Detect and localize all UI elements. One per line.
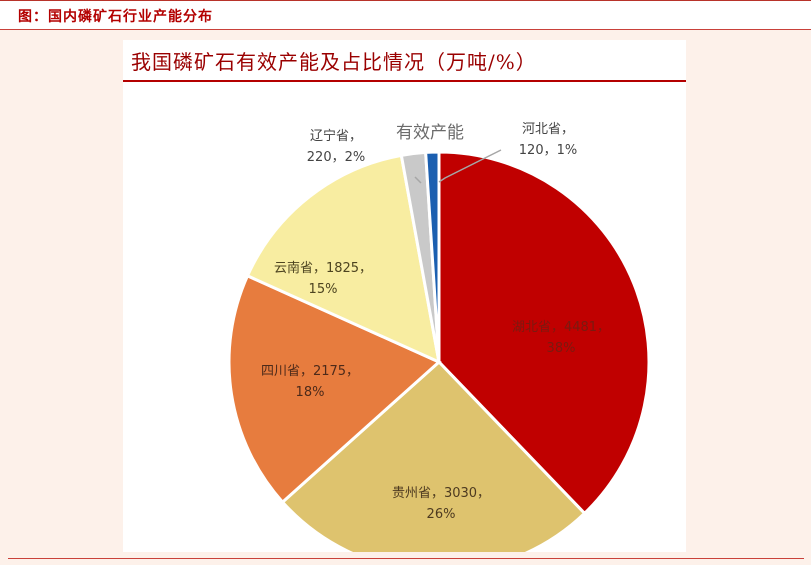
leader-line-liaoning — [414, 176, 422, 184]
data-label-guizhou-line1: 贵州省，3030， — [392, 486, 490, 501]
chart-title: 我国磷矿石有效产能及占比情况（万吨/%） — [131, 50, 537, 74]
figure-header: 图：国内磷矿石行业产能分布 — [0, 0, 811, 30]
data-label-hebei-line1: 河北省， — [522, 122, 574, 137]
pie-chart: 湖北省，4481， 38% 贵州省，3030， 26% 四川省，2175， 18% 云南省，… — [227, 122, 651, 552]
leader-line-hebei — [438, 149, 502, 183]
data-label-sichuan-line2: 18% — [296, 385, 325, 400]
data-label-guizhou-line2: 26% — [427, 507, 456, 522]
title-rule — [123, 80, 686, 82]
data-label-hubei-line1: 湖北省，4481， — [512, 320, 610, 335]
data-label-liaoning-line1: 辽宁省， — [310, 128, 362, 144]
pie-slice-hebei — [424, 150, 441, 363]
data-label-hubei-line2: 38% — [547, 341, 576, 356]
figure-caption: 图：国内磷矿石行业产能分布 — [18, 9, 213, 25]
pie-slice-hubei — [437, 150, 651, 516]
pie-slice-yunnan — [245, 153, 441, 365]
data-label-yunnan-line2: 15% — [309, 282, 338, 297]
chart-panel: 我国磷矿石有效产能及占比情况（万吨/%） 湖北省，4481， 38% 贵州省，303… — [123, 40, 686, 552]
pie-slice-guizhou — [280, 359, 587, 552]
data-label-sichuan-line1: 四川省，2175， — [261, 364, 359, 379]
data-label-hebei-line2: 120，1% — [519, 143, 577, 158]
series-label: 有效产能 — [396, 123, 464, 143]
pie-slice-sichuan — [227, 273, 442, 505]
data-label-yunnan-line1: 云南省，1825， — [274, 260, 372, 276]
data-label-liaoning-line2: 220，2% — [307, 150, 365, 165]
bottom-rule — [8, 558, 804, 559]
